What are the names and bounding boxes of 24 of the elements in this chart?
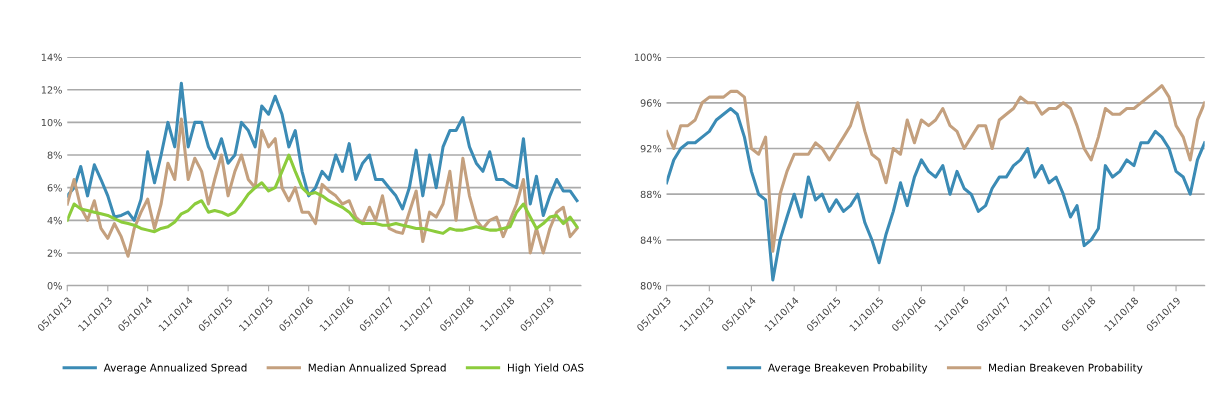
y-tick-label: 92%	[640, 144, 662, 153]
y-tick-label: 100%	[634, 53, 662, 61]
legend-label: Median Breakeven Probability	[989, 363, 1143, 374]
y-tick-label: 6%	[47, 184, 62, 192]
y-tick-label: 8%	[47, 151, 62, 159]
legend-label: Average Breakeven Probability	[768, 363, 928, 374]
legend-label: Average Annualized Spread	[103, 363, 247, 374]
line-series	[666, 84, 1205, 253]
legend-label: High Yield OAS	[507, 363, 584, 374]
y-tick-label: 80%	[640, 282, 662, 290]
line-series	[67, 153, 579, 235]
y-tick-label: 14%	[41, 53, 62, 61]
y-tick-label: 0%	[47, 282, 62, 290]
legend-label: Median Annualized Spread	[308, 363, 446, 374]
y-tick-label: 88%	[640, 190, 662, 199]
y-tick-label: 4%	[47, 216, 62, 225]
y-tick-label: 84%	[640, 236, 662, 244]
line-series	[67, 81, 579, 222]
y-tick-label: 10%	[41, 118, 62, 127]
line-series	[67, 117, 579, 258]
line-series	[666, 107, 1205, 282]
y-tick-label: 12%	[41, 86, 62, 94]
y-tick-label: 96%	[640, 99, 662, 107]
y-tick-label: 2%	[47, 249, 62, 257]
